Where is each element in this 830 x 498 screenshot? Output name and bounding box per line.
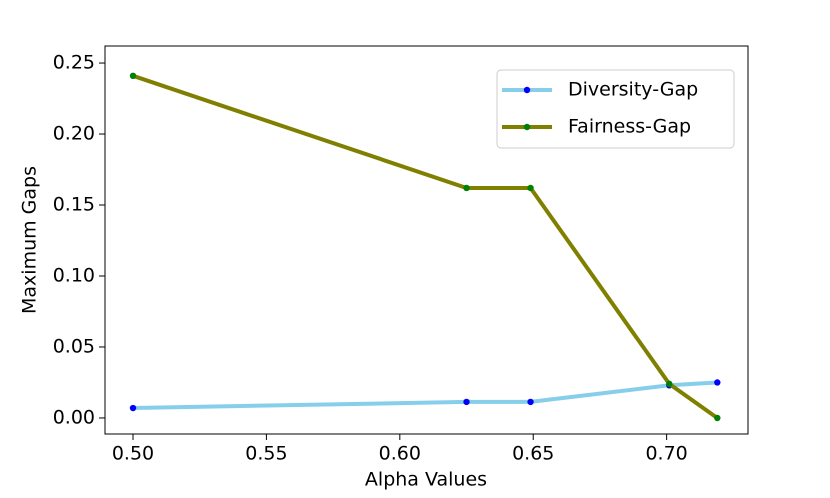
legend-box (496, 69, 735, 149)
y-axis-label: Maximum Gaps (19, 166, 41, 314)
y-tick-label: 0.20 (53, 123, 95, 145)
point (714, 414, 721, 422)
y-tick-label: 0.10 (53, 264, 95, 286)
y-tick-label: 0.15 (53, 194, 95, 216)
y-tick-label: 0.05 (53, 335, 95, 357)
point (463, 398, 470, 406)
legend-marker (523, 123, 531, 131)
point (527, 184, 534, 192)
point (527, 398, 534, 406)
x-tick-label: 0.55 (245, 443, 287, 465)
y-tick-label: 0.25 (53, 52, 95, 74)
point (129, 72, 137, 80)
point (714, 379, 721, 386)
x-tick-label: 0.70 (645, 443, 687, 465)
plot-frame (104, 45, 749, 435)
legend-label: Diversity-Gap (568, 79, 698, 101)
series-line (132, 380, 718, 411)
x-tick-label: 0.60 (379, 443, 421, 465)
legend-label: Fairness-Gap (568, 116, 691, 138)
point (129, 404, 137, 412)
legend-marker (523, 86, 531, 94)
y-tick-label: 0.00 (53, 406, 95, 428)
point (666, 380, 673, 388)
x-tick-label: 0.50 (112, 443, 154, 465)
x-axis-label: Alpha Values (365, 469, 487, 491)
x-tick-label: 0.65 (512, 443, 554, 465)
point (463, 184, 470, 192)
